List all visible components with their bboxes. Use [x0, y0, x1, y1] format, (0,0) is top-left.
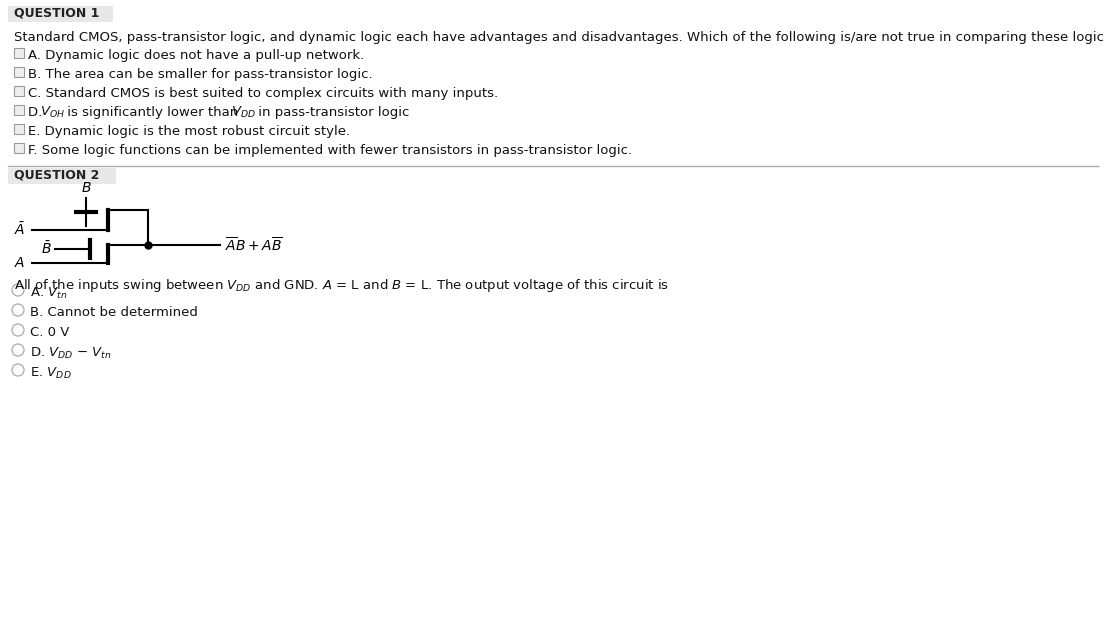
Text: C. 0 V: C. 0 V	[30, 326, 70, 339]
Text: B. Cannot be determined: B. Cannot be determined	[30, 306, 198, 319]
Text: A. $V_{tn}$: A. $V_{tn}$	[30, 286, 67, 301]
Text: $V_{DD}$: $V_{DD}$	[231, 105, 255, 120]
Text: All of the inputs swing between $V_{DD}$ and GND. $A$ = L and $B$ = L. The outpu: All of the inputs swing between $V_{DD}$…	[14, 277, 669, 294]
Text: E. Dynamic logic is the most robust circuit style.: E. Dynamic logic is the most robust circ…	[28, 125, 351, 138]
Text: $\overline{A}B+A\overline{B}$: $\overline{A}B+A\overline{B}$	[225, 236, 283, 254]
Text: F. Some logic functions can be implemented with fewer transistors in pass-transi: F. Some logic functions can be implement…	[28, 144, 633, 157]
Bar	[14, 124, 24, 134]
Text: D.: D.	[28, 106, 45, 119]
Text: E. $V_{DD}$: E. $V_{DD}$	[30, 366, 72, 381]
Bar	[14, 105, 24, 115]
Text: QUESTION 1: QUESTION 1	[14, 6, 100, 19]
Bar	[14, 86, 24, 96]
Text: $V_{OH}$: $V_{OH}$	[40, 105, 65, 120]
Text: $A$: $A$	[14, 256, 25, 270]
Text: D. $V_{DD}$ $-$ $V_{tn}$: D. $V_{DD}$ $-$ $V_{tn}$	[30, 346, 112, 361]
Bar	[14, 48, 24, 58]
Text: $B$: $B$	[81, 181, 92, 195]
Text: $\bar{A}$: $\bar{A}$	[14, 222, 25, 238]
Bar	[8, 6, 113, 22]
Bar	[8, 168, 116, 184]
Bar	[14, 67, 24, 77]
Bar	[14, 143, 24, 153]
Text: Standard CMOS, pass-transistor logic, and dynamic logic each have advantages and: Standard CMOS, pass-transistor logic, an…	[14, 31, 1106, 44]
Text: $\bar{B}$: $\bar{B}$	[41, 241, 52, 258]
Text: QUESTION 2: QUESTION 2	[14, 168, 100, 181]
Text: B. The area can be smaller for pass-transistor logic.: B. The area can be smaller for pass-tran…	[28, 68, 373, 81]
Text: A. Dynamic logic does not have a pull-up network.: A. Dynamic logic does not have a pull-up…	[28, 49, 364, 62]
Text: is significantly lower than: is significantly lower than	[63, 106, 242, 119]
Text: in pass-transistor logic: in pass-transistor logic	[254, 106, 409, 119]
Text: C. Standard CMOS is best suited to complex circuits with many inputs.: C. Standard CMOS is best suited to compl…	[28, 87, 498, 100]
